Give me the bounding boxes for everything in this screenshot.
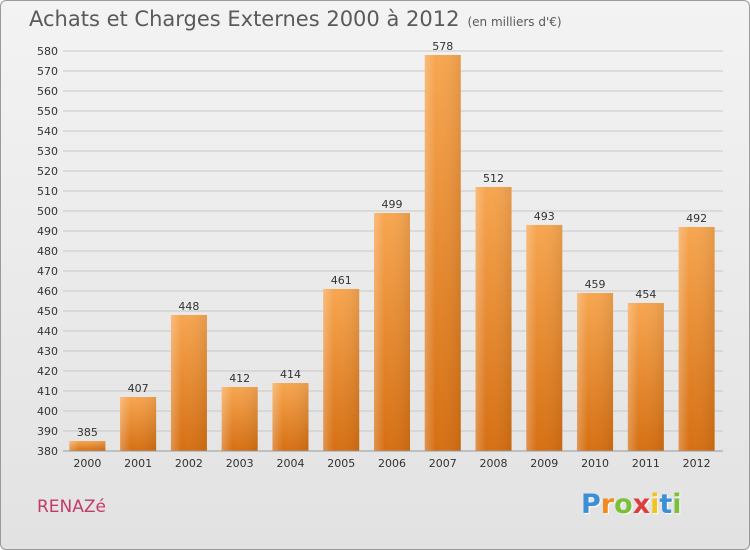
data-label: 578	[432, 40, 453, 53]
bar-shade	[475, 187, 512, 451]
y-tick-label: 430	[37, 345, 58, 358]
data-label: 492	[686, 212, 707, 225]
x-tick-label: 2007	[429, 457, 457, 470]
y-tick-label: 420	[37, 365, 58, 378]
x-tick-label: 2011	[632, 457, 660, 470]
x-axis-ticks: 2000 2001 2002 2003 2004 2005 2006 2007 2008 2009…	[73, 457, 710, 470]
y-tick-label: 490	[37, 225, 58, 238]
data-label: 454	[635, 288, 656, 301]
bar-shade	[424, 55, 461, 451]
bar-shade	[69, 441, 106, 451]
logo-letter: i	[672, 489, 682, 520]
chart-title: Achats et Charges Externes 2000 à 2012 (e…	[29, 7, 562, 31]
bar-shade	[272, 383, 309, 451]
y-tick-label: 570	[37, 65, 58, 78]
x-tick-label: 2003	[226, 457, 254, 470]
x-tick-label: 2001	[124, 457, 152, 470]
data-label: 499	[382, 198, 403, 211]
chart-title-text: Achats et Charges Externes 2000 à 2012	[29, 7, 460, 31]
y-tick-label: 580	[37, 45, 58, 58]
x-tick-label: 2005	[327, 457, 355, 470]
data-label: 459	[585, 278, 606, 291]
data-label: 448	[178, 300, 199, 313]
y-tick-label: 540	[37, 125, 58, 138]
bars	[69, 55, 715, 451]
data-label: 493	[534, 210, 555, 223]
y-tick-label: 390	[37, 425, 58, 438]
data-labels: 385 407 448 412 414 461 499 578 512 493 459 454 492	[77, 40, 707, 439]
logo-letter: r	[600, 489, 615, 520]
y-tick-label: 500	[37, 205, 58, 218]
logo-letter: i	[650, 489, 660, 520]
x-tick-label: 2010	[581, 457, 609, 470]
x-tick-label: 2008	[480, 457, 508, 470]
logo-letter: o	[614, 489, 633, 520]
data-label: 414	[280, 368, 301, 381]
y-tick-label: 470	[37, 265, 58, 278]
proxiti-logo: Proxiti	[581, 489, 682, 520]
y-tick-label: 560	[37, 85, 58, 98]
y-tick-label: 450	[37, 305, 58, 318]
bar-shade	[678, 227, 715, 451]
y-tick-label: 380	[37, 445, 58, 458]
x-tick-label: 2000	[73, 457, 101, 470]
x-tick-label: 2006	[378, 457, 406, 470]
logo-letter: x	[632, 489, 651, 520]
commune-name: RENAZé	[37, 497, 107, 517]
y-tick-label: 400	[37, 405, 58, 418]
bar-shade	[170, 315, 207, 451]
y-tick-label: 510	[37, 185, 58, 198]
logo-letter: P	[581, 489, 601, 520]
x-tick-label: 2012	[683, 457, 711, 470]
x-tick-label: 2009	[530, 457, 558, 470]
bar-shade	[374, 213, 410, 451]
y-tick-label: 520	[37, 165, 58, 178]
data-label: 407	[128, 382, 149, 395]
bar-shade	[323, 289, 360, 451]
data-label: 512	[483, 172, 504, 185]
y-tick-label: 530	[37, 145, 58, 158]
y-tick-label: 480	[37, 245, 58, 258]
x-tick-label: 2004	[276, 457, 304, 470]
bar-shade	[120, 397, 157, 451]
bar-shade	[526, 225, 563, 451]
data-label: 412	[229, 372, 250, 385]
data-label: 461	[331, 274, 352, 287]
y-axis-ticks: 380 390 400 410 420 430 440 450 460 470 480 490 500 5…	[37, 45, 58, 458]
data-label: 385	[77, 426, 98, 439]
logo-letter: t	[659, 489, 673, 520]
y-tick-label: 440	[37, 325, 58, 338]
bar-shade	[221, 387, 258, 451]
y-tick-label: 550	[37, 105, 58, 118]
x-tick-label: 2002	[175, 457, 203, 470]
y-tick-label: 460	[37, 285, 58, 298]
bar-shade	[577, 293, 614, 451]
y-tick-label: 410	[37, 385, 58, 398]
chart-subtitle: (en milliers d'€)	[467, 15, 562, 29]
bar-shade	[627, 303, 664, 451]
